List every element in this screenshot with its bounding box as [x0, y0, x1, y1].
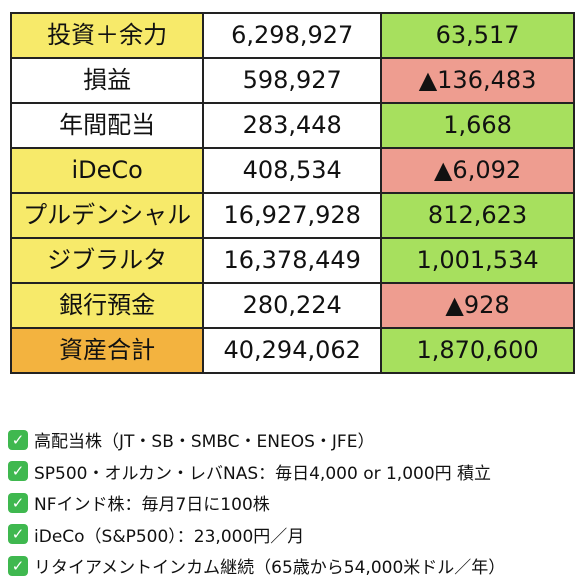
row-value: 280,224	[202, 282, 383, 329]
notes-list: ✓ 高配当株（JT・SB・SMBC・ENEOS・JFE） ✓ SP500・オルカ…	[8, 424, 578, 582]
row-label: iDeCo	[9, 147, 205, 194]
row-value: 598,927	[202, 57, 383, 104]
table-row: 損益 598,927 ▲136,483	[9, 57, 575, 104]
row-label: 資産合計	[9, 327, 205, 374]
row-diff: ▲928	[380, 282, 575, 329]
note-text: リタイアメントインカム継続（65歳から54,000米ドル／年）	[34, 558, 506, 579]
row-label: ジブラルタ	[9, 237, 205, 284]
note-text: iDeCo（S&P500）：23,000円／月	[34, 526, 305, 547]
check-icon: ✓	[8, 555, 28, 576]
row-value: 16,378,449	[202, 237, 383, 284]
list-item: ✓ iDeCo（S&P500）：23,000円／月	[8, 519, 578, 551]
note-text: SP500・オルカン・レバNAS：毎日4,000 or 1,000円 積立	[34, 463, 492, 484]
row-diff: 1,870,600	[380, 327, 575, 374]
row-diff: ▲6,092	[380, 147, 575, 194]
note-text: 高配当株（JT・SB・SMBC・ENEOS・JFE）	[34, 432, 375, 453]
list-item: ✓ NFインド株：毎月7日に100株	[8, 487, 578, 519]
row-label: 年間配当	[9, 102, 205, 149]
row-label: 銀行預金	[9, 282, 205, 329]
row-value: 6,298,927	[202, 12, 383, 59]
row-diff: 63,517	[380, 12, 575, 59]
row-diff: 1,001,534	[380, 237, 575, 284]
row-diff: ▲136,483	[380, 57, 575, 104]
table-row: iDeCo 408,534 ▲6,092	[9, 147, 575, 194]
row-value: 40,294,062	[202, 327, 383, 374]
table-row: ジブラルタ 16,378,449 1,001,534	[9, 237, 575, 284]
asset-summary-table: 投資＋余力 6,298,927 63,517 損益 598,927 ▲136,4…	[9, 12, 575, 374]
check-icon: ✓	[8, 524, 28, 545]
table-row: 年間配当 283,448 1,668	[9, 102, 575, 149]
row-value: 283,448	[202, 102, 383, 149]
list-item: ✓ 高配当株（JT・SB・SMBC・ENEOS・JFE）	[8, 424, 578, 456]
list-item: ✓ SP500・オルカン・レバNAS：毎日4,000 or 1,000円 積立	[8, 456, 578, 488]
row-value: 408,534	[202, 147, 383, 194]
row-label: 投資＋余力	[9, 12, 205, 59]
table-row: 銀行預金 280,224 ▲928	[9, 282, 575, 329]
list-item: ✓ リタイアメントインカム継続（65歳から54,000米ドル／年）	[8, 550, 578, 582]
table-row: 投資＋余力 6,298,927 63,517	[9, 12, 575, 59]
row-label: 損益	[9, 57, 205, 104]
table-row-total: 資産合計 40,294,062 1,870,600	[9, 327, 575, 374]
check-icon: ✓	[8, 461, 28, 482]
table-row: プルデンシャル 16,927,928 812,623	[9, 192, 575, 239]
row-value: 16,927,928	[202, 192, 383, 239]
note-text: NFインド株：毎月7日に100株	[34, 495, 270, 516]
row-diff: 812,623	[380, 192, 575, 239]
check-icon: ✓	[8, 429, 28, 450]
check-icon: ✓	[8, 492, 28, 513]
row-label: プルデンシャル	[9, 192, 205, 239]
row-diff: 1,668	[380, 102, 575, 149]
